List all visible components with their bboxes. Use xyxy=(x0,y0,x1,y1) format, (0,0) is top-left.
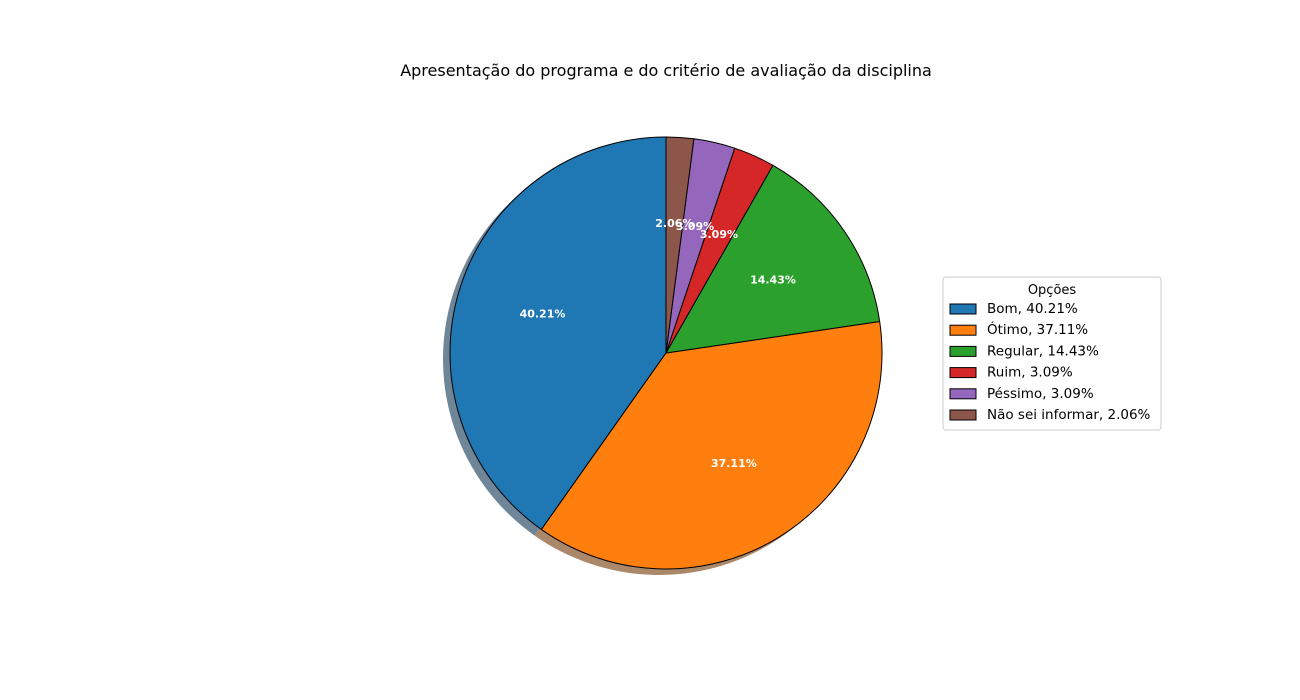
pie-slices xyxy=(449,136,883,570)
legend-label-otimo: Ótimo, 37.11% xyxy=(987,320,1088,338)
slice-label-pessimo: 3.09% xyxy=(676,220,714,233)
legend-swatch-regular xyxy=(949,345,977,357)
legend-swatch-bom xyxy=(949,303,977,315)
legend-label-pessimo: Péssimo, 3.09% xyxy=(987,386,1094,402)
legend-label-nao-sei-informar: Não sei informar, 2.06% xyxy=(987,407,1151,423)
legend-item-ruim: Ruim, 3.09% xyxy=(949,365,1073,381)
legend-swatch-nao-sei-informar xyxy=(949,409,977,421)
legend-swatch-pessimo xyxy=(949,388,977,400)
chart-title: Apresentação do programa e do critério d… xyxy=(400,61,932,80)
legend-label-bom: Bom, 40.21% xyxy=(987,301,1078,317)
legend-items: Bom, 40.21% Ótimo, 37.11% Regular, 14.43% R… xyxy=(949,301,1151,423)
slice-label-nao-sei-informar: 2.06% xyxy=(655,217,693,230)
slice-label-ruim: 3.09% xyxy=(700,228,738,241)
pie-slice-nao-sei-informar xyxy=(665,136,695,354)
legend-item-pessimo: Péssimo, 3.09% xyxy=(949,386,1094,402)
legend-label-regular: Regular, 14.43% xyxy=(987,343,1099,359)
pie-slice-bom xyxy=(449,136,667,530)
legend-item-otimo: Ótimo, 37.11% xyxy=(949,320,1088,338)
legend-title: Opções xyxy=(1028,283,1077,298)
legend-item-bom: Bom, 40.21% xyxy=(949,301,1078,317)
legend-item-regular: Regular, 14.43% xyxy=(949,343,1099,359)
pie-slice-otimo xyxy=(540,321,883,570)
legend-swatch-ruim xyxy=(949,367,977,379)
pie-slice-regular xyxy=(665,164,881,354)
slice-label-bom: 40.21% xyxy=(520,307,566,320)
legend: Opções Bom, 40.21% Ótimo, 37.11% Regular, … xyxy=(942,276,1162,431)
pie-percentage-labels: 40.21%37.11%14.43%3.09%3.09%2.06% xyxy=(520,217,796,470)
legend-label-ruim: Ruim, 3.09% xyxy=(987,365,1073,381)
legend-swatch-otimo xyxy=(949,324,977,336)
legend-item-nao-sei-informar: Não sei informar, 2.06% xyxy=(949,407,1151,423)
slice-label-regular: 14.43% xyxy=(750,273,796,286)
legend-frame xyxy=(942,276,1162,431)
slice-label-otimo: 37.11% xyxy=(711,457,757,470)
